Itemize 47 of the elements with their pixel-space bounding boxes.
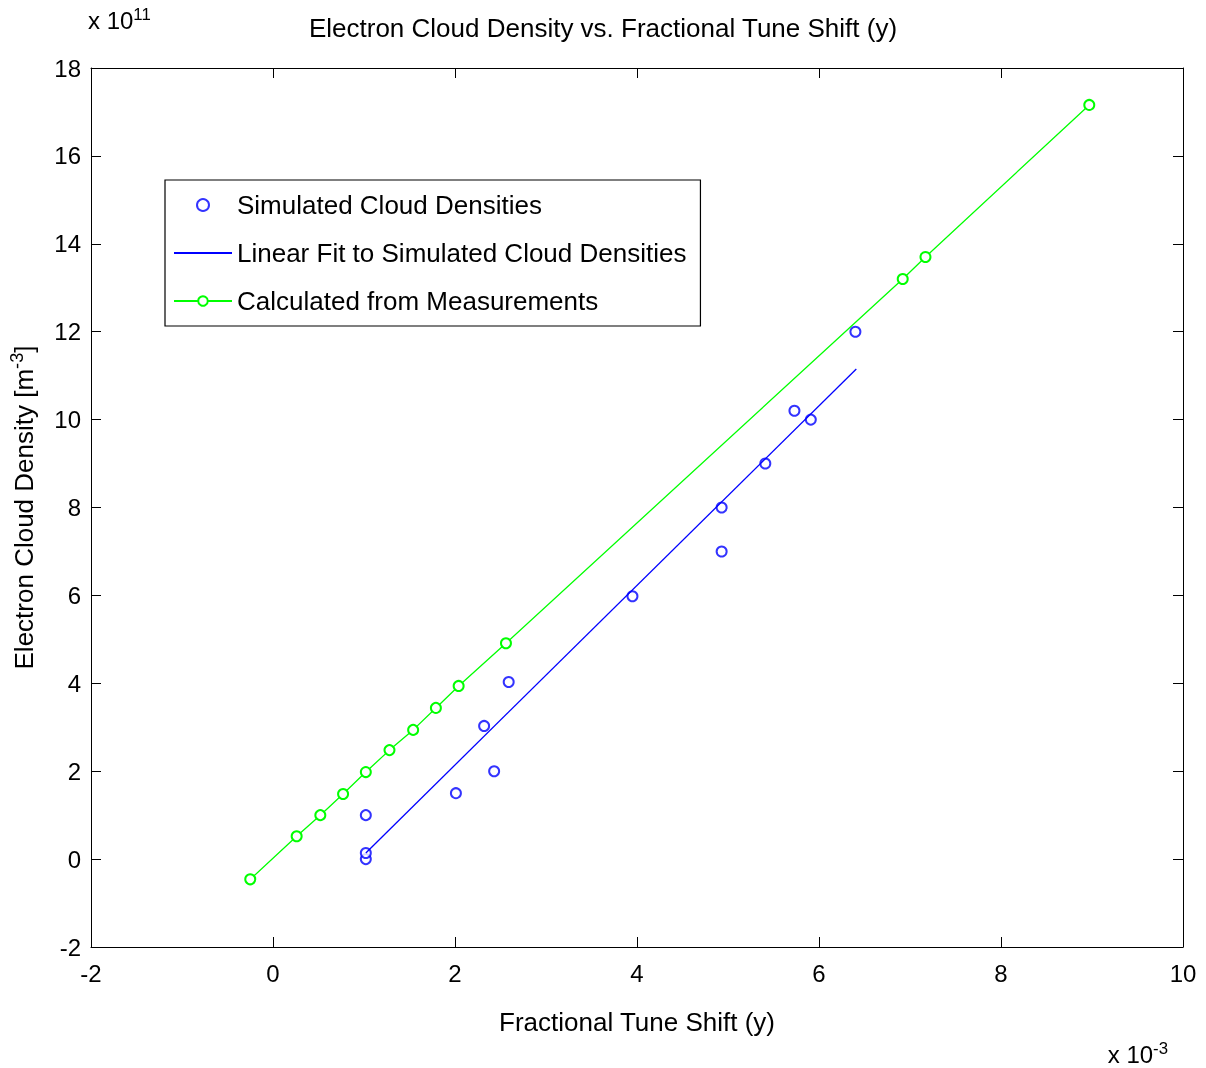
point bbox=[383, 744, 396, 757]
point bbox=[478, 719, 491, 732]
y-tick-label: 10 bbox=[54, 406, 81, 434]
point bbox=[1083, 98, 1096, 111]
x-axis-title: Fractional Tune Shift (y) bbox=[499, 1007, 775, 1037]
point bbox=[244, 873, 257, 886]
point bbox=[849, 325, 862, 338]
x-tick-label: 10 bbox=[1169, 959, 1197, 987]
y-tick-label: 6 bbox=[67, 581, 81, 609]
x-tick-label: 4 bbox=[630, 959, 644, 987]
y-axis-title: Electron Cloud Density [m-3] bbox=[7, 345, 39, 670]
point bbox=[919, 250, 932, 263]
legend-label: Calculated from Measurements bbox=[237, 286, 599, 316]
point bbox=[452, 679, 465, 692]
y-tick-label: 8 bbox=[67, 494, 81, 521]
legend-label: Linear Fit to Simulated Cloud Densities bbox=[237, 238, 687, 268]
point bbox=[788, 404, 801, 417]
x-tick-label: 2 bbox=[448, 959, 462, 987]
point bbox=[896, 272, 909, 285]
y-tick-label: 2 bbox=[67, 757, 81, 785]
y-tick-label: 12 bbox=[54, 318, 81, 346]
point bbox=[449, 787, 462, 800]
y-tick-label: 14 bbox=[54, 230, 81, 258]
legend-label: Simulated Cloud Densities bbox=[237, 190, 542, 220]
point bbox=[804, 413, 817, 426]
y-tick-label: 4 bbox=[67, 669, 81, 697]
point bbox=[499, 637, 512, 650]
point bbox=[290, 830, 303, 843]
x-tick-label: 8 bbox=[994, 959, 1008, 987]
point bbox=[715, 501, 728, 514]
point bbox=[407, 723, 420, 736]
point bbox=[359, 809, 372, 822]
point bbox=[314, 809, 327, 822]
y-tick-label: -2 bbox=[59, 933, 81, 961]
point bbox=[429, 701, 442, 714]
point bbox=[715, 545, 728, 558]
point bbox=[337, 788, 350, 801]
y-tick-label: 16 bbox=[54, 142, 81, 170]
x-tick-label: 0 bbox=[266, 959, 280, 987]
point bbox=[488, 765, 501, 778]
point bbox=[359, 766, 372, 779]
y-tick-label: 0 bbox=[67, 845, 81, 873]
point bbox=[359, 846, 372, 859]
x-tick-label: 6 bbox=[812, 959, 826, 987]
chart-title: Electron Cloud Density vs. Fractional Tune Shift (y) bbox=[308, 13, 898, 43]
point bbox=[502, 675, 515, 688]
y-tick-label: 18 bbox=[54, 54, 81, 82]
